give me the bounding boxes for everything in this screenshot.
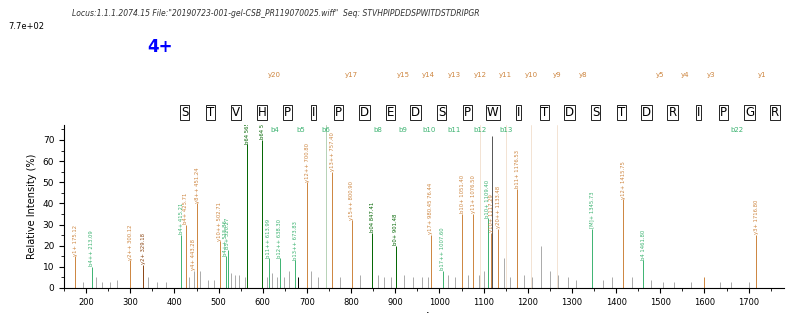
Text: b4+ 425.71: b4+ 425.71 xyxy=(183,192,188,224)
Text: b17++ 1007.60: b17++ 1007.60 xyxy=(440,228,446,270)
Text: b10+ 1051.40: b10+ 1051.40 xyxy=(460,175,465,213)
Text: b10: b10 xyxy=(422,127,435,133)
Text: D: D xyxy=(411,106,420,119)
Y-axis label: Relative Intensity (%): Relative Intensity (%) xyxy=(27,154,38,259)
Text: I: I xyxy=(311,106,315,119)
Text: y4: y4 xyxy=(681,72,690,78)
Text: y3+ 1716.80: y3+ 1716.80 xyxy=(754,200,758,234)
Text: T: T xyxy=(207,106,214,119)
Text: y8++ 451.24: y8++ 451.24 xyxy=(194,167,199,203)
Text: y9: y9 xyxy=(553,72,562,78)
Text: S: S xyxy=(181,106,189,119)
Text: y10: y10 xyxy=(525,72,538,78)
Text: R: R xyxy=(669,106,677,119)
Text: y12+ 1415.75: y12+ 1415.75 xyxy=(621,161,626,198)
Text: W: W xyxy=(487,106,498,119)
Text: y14: y14 xyxy=(422,72,435,78)
Text: T: T xyxy=(541,106,548,119)
Text: S: S xyxy=(592,106,599,119)
Text: b5+ 520.27: b5+ 520.27 xyxy=(225,218,230,249)
Text: b5: b5 xyxy=(296,127,305,133)
Text: y15: y15 xyxy=(397,72,410,78)
Text: 7.7e+02: 7.7e+02 xyxy=(8,22,44,31)
Text: E: E xyxy=(386,106,394,119)
Text: P: P xyxy=(284,106,291,119)
Text: D: D xyxy=(642,106,651,119)
Text: y3: y3 xyxy=(706,72,715,78)
Text: b12++ 638.30: b12++ 638.30 xyxy=(277,219,282,258)
Text: b4++ 213.09: b4++ 213.09 xyxy=(90,230,94,266)
Text: P: P xyxy=(720,106,727,119)
Text: b0+ 901.48: b0+ 901.48 xyxy=(394,214,398,245)
Text: b4++ 515.86: b4++ 515.86 xyxy=(223,220,228,256)
Text: b4+ 415.21: b4+ 415.21 xyxy=(178,203,184,234)
Text: y2+ 329.18: y2+ 329.18 xyxy=(141,233,146,264)
Text: b13++ 673.83: b13++ 673.83 xyxy=(293,221,298,260)
Text: y12++ 700.80: y12++ 700.80 xyxy=(305,143,310,182)
Text: I: I xyxy=(697,106,700,119)
Text: b22: b22 xyxy=(730,127,743,133)
Text: y11+ 1076.50: y11+ 1076.50 xyxy=(470,176,476,213)
Text: G: G xyxy=(745,106,754,119)
Text: 4+: 4+ xyxy=(147,38,173,56)
Text: y15++ 800.90: y15++ 800.90 xyxy=(349,181,354,220)
Text: y20: y20 xyxy=(268,72,281,78)
Text: y1+ 175.12: y1+ 175.12 xyxy=(73,224,78,256)
Text: R: R xyxy=(771,106,779,119)
Text: P: P xyxy=(464,106,470,119)
Text: y10+ 1117.29: y10+ 1117.29 xyxy=(489,194,494,232)
Text: y10++ 502.71: y10++ 502.71 xyxy=(218,202,222,241)
Text: I: I xyxy=(517,106,520,119)
Text: [M]+ 1345.73: [M]+ 1345.73 xyxy=(590,192,594,228)
Text: Locus:1.1.1.2074.15 File:"20190723-001-gel-CSB_PR119070025.wiff"  Seq: STVHPIPDE: Locus:1.1.1.2074.15 File:"20190723-001-g… xyxy=(72,9,479,18)
Text: b6: b6 xyxy=(322,127,330,133)
Text: b4: b4 xyxy=(270,127,279,133)
Text: b11: b11 xyxy=(448,127,461,133)
Text: y11: y11 xyxy=(499,72,512,78)
Text: b11++ 613.99: b11++ 613.99 xyxy=(266,218,271,258)
Text: y8: y8 xyxy=(578,72,587,78)
Text: b04 847.41: b04 847.41 xyxy=(370,202,374,232)
Text: D: D xyxy=(566,106,574,119)
Text: b8: b8 xyxy=(373,127,382,133)
Text: b13: b13 xyxy=(499,127,512,133)
Text: V: V xyxy=(232,106,240,119)
Text: b10+ 1109.40: b10+ 1109.40 xyxy=(486,179,490,218)
Text: y17+ 980.45 76.44: y17+ 980.45 76.44 xyxy=(428,183,434,234)
Text: b4 1461.80: b4 1461.80 xyxy=(641,230,646,260)
X-axis label: m/z: m/z xyxy=(413,312,435,313)
Text: b12: b12 xyxy=(474,127,486,133)
Text: T: T xyxy=(618,106,625,119)
Text: y17: y17 xyxy=(345,72,358,78)
Text: S: S xyxy=(438,106,445,119)
Text: y20++ 1133.48: y20++ 1133.48 xyxy=(496,186,501,228)
Text: y5: y5 xyxy=(655,72,664,78)
Text: D: D xyxy=(360,106,369,119)
Text: y4+ 443.28: y4+ 443.28 xyxy=(191,239,196,270)
Text: y13++ 757.40: y13++ 757.40 xyxy=(330,132,334,171)
Text: b11+ 1176.53: b11+ 1176.53 xyxy=(515,150,520,188)
Text: y12: y12 xyxy=(474,72,486,78)
Text: b64 565.0: b64 565.0 xyxy=(245,117,250,144)
Text: P: P xyxy=(335,106,342,119)
Text: b9: b9 xyxy=(398,127,407,133)
Text: y2++ 300.12: y2++ 300.12 xyxy=(128,224,133,260)
Text: b64 598.34: b64 598.34 xyxy=(259,109,265,139)
Text: H: H xyxy=(258,106,266,119)
Text: y13: y13 xyxy=(448,72,461,78)
Text: y1: y1 xyxy=(758,72,766,78)
